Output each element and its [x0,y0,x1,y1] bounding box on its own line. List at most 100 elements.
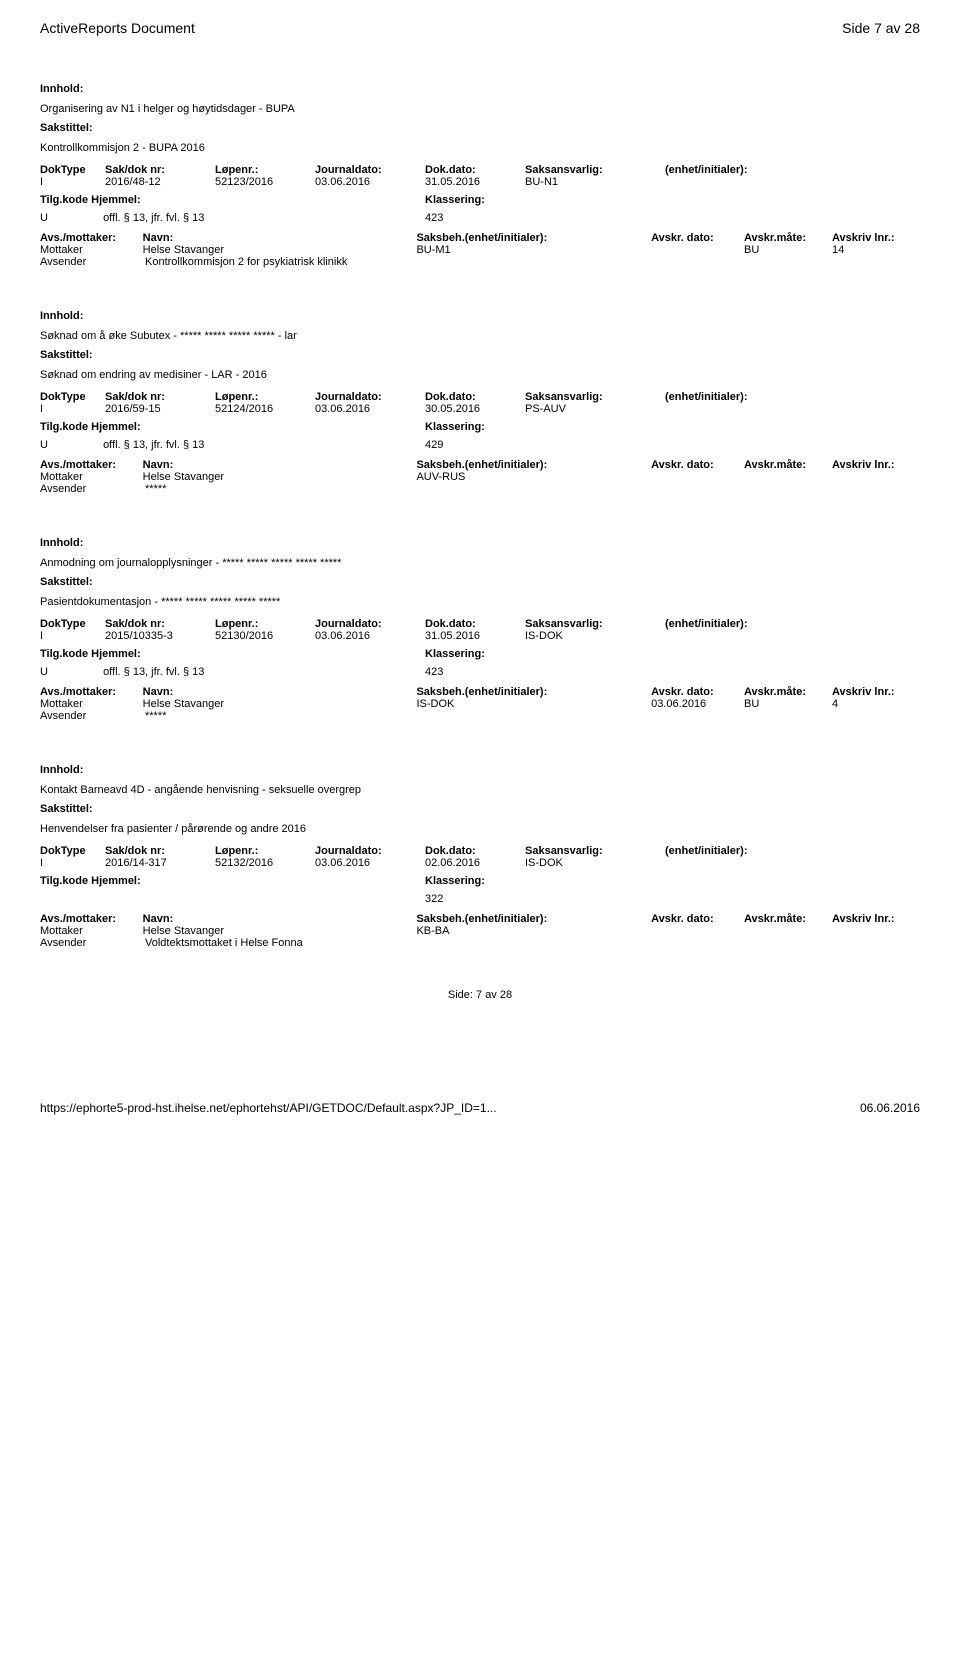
mottaker-navn: Helse Stavanger [143,471,417,483]
data-row: I 2016/59-15 52124/2016 03.06.2016 30.05… [40,403,920,415]
saksans-header: Saksansvarlig: [525,391,665,403]
bottom-date: 06.06.2016 [860,1101,920,1115]
mottaker-mate: BU [744,698,832,710]
saksbeh-label: Saksbeh.(enhet/initialer): [416,913,651,925]
journal-header: Journaldato: [315,618,425,630]
tilg-label: Tilg.kode Hjemmel: [40,421,141,433]
enhet-header: (enhet/initialer): [665,618,785,630]
mottaker-saksbeh: KB-BA [416,925,651,937]
column-headers: DokType Sak/dok nr: Løpenr.: Journaldato… [40,391,920,403]
sakstittel-label: Sakstittel: [40,574,920,591]
journal-header: Journaldato: [315,391,425,403]
avskr-dato-label: Avskr. dato: [651,686,744,698]
avsender-row: Avsender Voldtektsmottaket i Helse Fonna [40,937,920,949]
mottaker-saksbeh: BU-M1 [416,244,651,256]
innhold-text: Kontakt Barneavd 4D - angående henvisnin… [40,782,920,799]
mottaker-mate [744,925,832,937]
avsender-navn: Voldtektsmottaket i Helse Fonna [145,937,425,949]
dokdato-value: 30.05.2016 [425,403,525,415]
avs-label: Avs./mottaker: [40,686,143,698]
navn-label: Navn: [143,459,417,471]
mottaker-dato: 03.06.2016 [651,698,744,710]
page-indicator: Side 7 av 28 [842,20,920,36]
doktype-value: I [40,857,105,869]
klass-label: Klassering: [425,648,485,660]
avskr-lnr-label: Avskriv lnr.: [832,459,920,471]
doktype-value: I [40,630,105,642]
doc-title: ActiveReports Document [40,20,195,36]
avsender-label: Avsender [40,937,145,949]
avsender-label: Avsender [40,256,145,268]
innhold-text: Anmodning om journalopplysninger - *****… [40,555,920,572]
avskr-mate-label: Avskr.måte: [744,232,832,244]
mottaker-lnr [832,925,920,937]
tilg-data-row: 322 [40,893,920,905]
saksans-value: PS-AUV [525,403,665,415]
sakdok-value: 2016/48-12 [105,176,215,188]
avskr-mate-label: Avskr.måte: [744,459,832,471]
sakdok-value: 2016/14-317 [105,857,215,869]
dokdato-header: Dok.dato: [425,845,525,857]
avsender-navn: ***** [145,483,425,495]
enhet-header: (enhet/initialer): [665,391,785,403]
avsender-navn: ***** [145,710,425,722]
enhet-header: (enhet/initialer): [665,845,785,857]
avsender-row: Avsender ***** [40,483,920,495]
journal-value: 03.06.2016 [315,176,425,188]
column-headers: DokType Sak/dok nr: Løpenr.: Journaldato… [40,618,920,630]
tilg-row: Tilg.kode Hjemmel: Klassering: [40,648,920,660]
avs-label: Avs./mottaker: [40,232,143,244]
mottaker-saksbeh: IS-DOK [416,698,651,710]
avs-label: Avs./mottaker: [40,459,143,471]
sakdok-header: Sak/dok nr: [105,164,215,176]
bottom-url: https://ephorte5-prod-hst.ihelse.net/eph… [40,1101,497,1115]
klass-label: Klassering: [425,421,485,433]
avskr-lnr-label: Avskriv lnr.: [832,913,920,925]
avsender-navn: Kontrollkommisjon 2 for psykiatrisk klin… [145,256,425,268]
sakstittel-label: Sakstittel: [40,120,920,137]
doktype-header: DokType [40,164,105,176]
lopenr-header: Løpenr.: [215,164,315,176]
record: Innhold: Organisering av N1 i helger og … [40,81,920,268]
tilg-label: Tilg.kode Hjemmel: [40,194,141,206]
lopenr-value: 52123/2016 [215,176,315,188]
saksans-value: IS-DOK [525,857,665,869]
avs-header: Avs./mottaker: Navn: Saksbeh.(enhet/init… [40,232,920,244]
klass-value: 423 [425,212,443,224]
saksans-header: Saksansvarlig: [525,845,665,857]
dokdato-header: Dok.dato: [425,618,525,630]
klass-label: Klassering: [425,875,485,887]
mottaker-dato [651,471,744,483]
mottaker-navn: Helse Stavanger [143,698,417,710]
tilg-u: U [40,439,100,451]
mottaker-navn: Helse Stavanger [143,244,417,256]
doktype-value: I [40,176,105,188]
data-row: I 2016/14-317 52132/2016 03.06.2016 02.0… [40,857,920,869]
saksans-value: BU-N1 [525,176,665,188]
navn-label: Navn: [143,913,417,925]
saksbeh-label: Saksbeh.(enhet/initialer): [416,232,651,244]
journal-header: Journaldato: [315,845,425,857]
avskr-mate-label: Avskr.måte: [744,686,832,698]
tilg-data-row: U offl. § 13, jfr. fvl. § 13 423 [40,666,920,678]
avskr-dato-label: Avskr. dato: [651,232,744,244]
doktype-header: DokType [40,618,105,630]
mottaker-mate: BU [744,244,832,256]
avs-label: Avs./mottaker: [40,913,143,925]
mottaker-label: Mottaker [40,471,143,483]
saksans-header: Saksansvarlig: [525,164,665,176]
tilg-offl: offl. § 13, jfr. fvl. § 13 [103,212,204,224]
saksbeh-label: Saksbeh.(enhet/initialer): [416,459,651,471]
innhold-label: Innhold: [40,535,920,552]
mottaker-label: Mottaker [40,925,143,937]
innhold-text: Søknad om å øke Subutex - ***** ***** **… [40,328,920,345]
sakstittel-text: Kontrollkommisjon 2 - BUPA 2016 [40,140,920,157]
tilg-row: Tilg.kode Hjemmel: Klassering: [40,194,920,206]
mottaker-mate [744,471,832,483]
mottaker-label: Mottaker [40,244,143,256]
dokdato-header: Dok.dato: [425,164,525,176]
tilg-label: Tilg.kode Hjemmel: [40,875,141,887]
avskr-mate-label: Avskr.måte: [744,913,832,925]
innhold-label: Innhold: [40,81,920,98]
record: Innhold: Kontakt Barneavd 4D - angående … [40,762,920,949]
